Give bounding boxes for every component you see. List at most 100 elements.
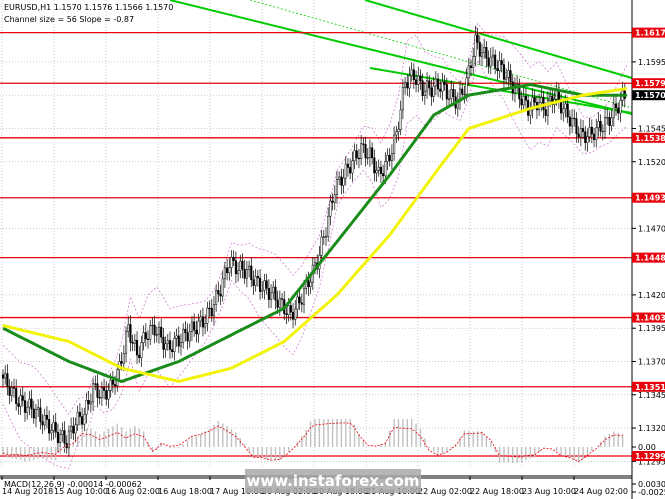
candle-body (133, 339, 136, 344)
price-tick-label: 1.1295 (638, 457, 665, 466)
candle-body (265, 280, 268, 289)
candle-body (142, 332, 145, 343)
candle-body (487, 57, 490, 67)
candle-body (70, 425, 73, 432)
candle-body (379, 166, 382, 174)
candle-body (498, 60, 501, 72)
candle-body (287, 305, 290, 316)
candle-body (168, 340, 172, 350)
time-tick-label: 14 Aug 2018 (2, 487, 53, 496)
price-tick-label: 1.1595 (638, 58, 665, 67)
candle-body (32, 408, 35, 419)
candle-body (469, 65, 473, 68)
candle-body (208, 307, 211, 310)
level-label-box (632, 192, 665, 203)
candle-body (333, 194, 336, 203)
candle-body (87, 400, 90, 405)
candle-body (612, 103, 615, 119)
candle-body (408, 75, 411, 89)
candle-body (524, 96, 527, 101)
envelope-upper (2, 22, 628, 416)
candle-body (421, 80, 424, 96)
level-label-box (632, 252, 665, 263)
candle-body (6, 373, 9, 388)
candle-body (164, 343, 167, 350)
candle-body (540, 97, 543, 103)
time-tick-label: 23 Aug 10:00 (522, 487, 576, 496)
candle-body (252, 279, 255, 286)
candle-body (153, 324, 156, 336)
candle-body (100, 387, 103, 398)
candle-body (63, 430, 66, 444)
candle-body (522, 96, 525, 106)
candle-body (313, 262, 317, 266)
candle-body (212, 304, 215, 317)
candle-body (485, 47, 488, 59)
candle-body (393, 134, 396, 154)
candle-body (483, 47, 486, 54)
candle-body (160, 326, 163, 338)
candle-body (441, 81, 444, 92)
candle-body (430, 87, 433, 97)
candle-body (395, 131, 398, 136)
candle-body (10, 387, 13, 396)
candle-body (377, 166, 380, 171)
candle-body (355, 150, 358, 159)
candle-body (173, 338, 176, 353)
candle-body (151, 324, 154, 327)
candle-body (439, 88, 442, 92)
candle-body (496, 68, 499, 72)
candle-body (210, 308, 213, 317)
candle-body (105, 390, 108, 400)
level-label-box (632, 312, 665, 323)
candle-body (544, 109, 547, 116)
level-label: 1.1403 (635, 314, 665, 323)
candle-body (256, 276, 259, 279)
candle-body (52, 422, 55, 431)
price-tick-label: 1.1520 (638, 158, 665, 167)
level-label: 1.1448 (635, 254, 665, 263)
level-label-box (632, 451, 665, 462)
last-price-label: 1.1570 (635, 91, 665, 100)
candle-body (546, 100, 549, 116)
level-label: 1.1299 (635, 452, 665, 461)
channel-upper-line (169, 0, 633, 115)
candle-body (404, 82, 407, 88)
candle-body (272, 286, 275, 294)
candle-body (43, 414, 46, 426)
candle-body (520, 98, 523, 106)
candle-body (146, 338, 150, 341)
candle-body (28, 398, 31, 408)
price-tick-label: 1.1395 (638, 324, 665, 333)
candle-body (362, 143, 365, 145)
candle-body (177, 335, 180, 347)
candle-body (197, 320, 200, 335)
candle-body (386, 155, 389, 162)
candle-body (573, 117, 576, 120)
candle-body (276, 299, 279, 308)
candle-body (179, 341, 183, 347)
level-label-box (632, 132, 665, 143)
candle-body (619, 100, 622, 114)
candle-body (443, 81, 446, 85)
grid (0, 0, 632, 478)
candle-body (491, 54, 495, 58)
candle-body (129, 324, 132, 343)
candle-body (412, 69, 415, 80)
candle-body (45, 414, 48, 420)
candle-body (324, 235, 328, 238)
candle-body (566, 103, 569, 118)
candle-body (230, 256, 233, 268)
candle-body (436, 78, 440, 90)
candle-body (76, 411, 79, 426)
candle-body (215, 290, 218, 305)
candle-body (603, 117, 607, 132)
candle-body (557, 91, 560, 100)
candle-body (329, 200, 332, 217)
candle-body (586, 136, 589, 143)
candle-body (601, 130, 604, 133)
candle-body (85, 400, 88, 415)
macd-label: MACD(12,26,9) -0.00014 -0.00062 (4, 480, 142, 489)
candle-body (426, 80, 429, 92)
